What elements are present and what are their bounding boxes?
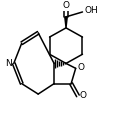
Text: OH: OH	[84, 6, 98, 15]
Text: N: N	[5, 59, 12, 68]
Text: O: O	[77, 63, 84, 72]
Polygon shape	[64, 17, 67, 28]
Text: O: O	[79, 91, 86, 100]
Text: O: O	[62, 1, 69, 10]
